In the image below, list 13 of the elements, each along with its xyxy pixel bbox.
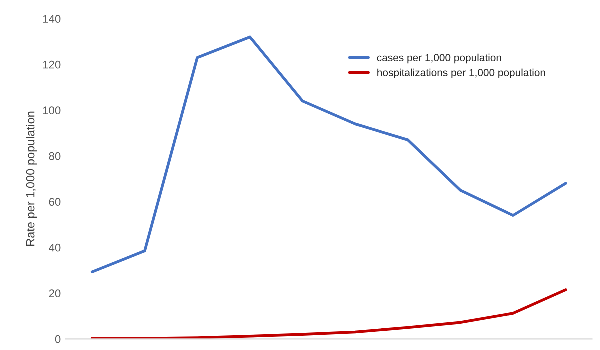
line-series (90, 36, 568, 274)
legend-label: hospitalizations per 1,000 population (378, 68, 546, 79)
y-axis-title: Rate per 1,000 population (26, 112, 38, 246)
line-series (90, 288, 568, 340)
y-tick-label: 100 (43, 106, 61, 115)
y-tick-label: 40 (49, 244, 61, 252)
y-tick-label: 140 (43, 15, 61, 24)
y-tick-label: 0 (55, 335, 61, 344)
y-tick-label: 80 (49, 152, 61, 160)
y-tick-label: 60 (49, 198, 61, 206)
legend-label: cases per 1,000 population (377, 54, 502, 64)
y-tick-label: 20 (49, 290, 61, 298)
y-tick-label: 120 (43, 60, 61, 69)
